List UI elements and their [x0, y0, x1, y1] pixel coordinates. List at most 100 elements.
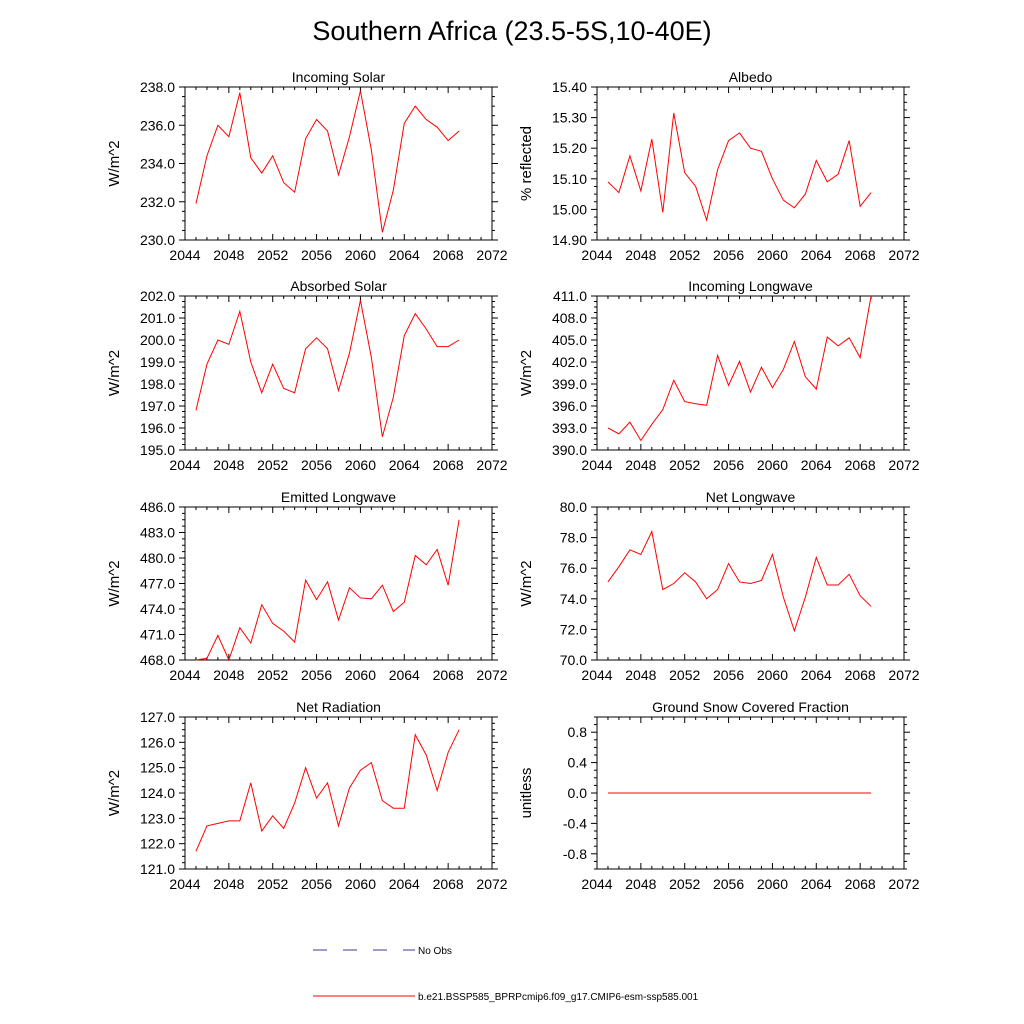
y-tick-label: 15.10: [552, 171, 587, 187]
x-tick-label: 2056: [301, 457, 332, 473]
y-tick-label: 15.20: [552, 140, 587, 156]
series-line: [607, 295, 872, 442]
y-tick-label: 195.0: [140, 442, 175, 458]
x-tick-label: 2044: [169, 667, 200, 683]
y-tick-label: 201.0: [140, 310, 175, 326]
y-tick-label: 480.0: [140, 550, 175, 566]
y-tick-label: 15.40: [552, 79, 587, 95]
y-tick-label: 70.0: [560, 652, 587, 668]
x-tick-label: 2064: [389, 247, 420, 263]
panel-title: Net Radiation: [296, 699, 381, 715]
y-tick-label: 474.0: [140, 601, 175, 617]
plot-frame: [184, 86, 493, 241]
x-tick-label: 2048: [625, 457, 656, 473]
x-tick-label: 2072: [476, 876, 507, 892]
x-tick-label: 2072: [476, 247, 507, 263]
x-tick-label: 2052: [669, 667, 700, 683]
panel-title: Ground Snow Covered Fraction: [652, 699, 849, 715]
x-tick-label: 2072: [476, 457, 507, 473]
x-tick-label: 2060: [757, 457, 788, 473]
y-tick-label: 196.0: [140, 420, 175, 436]
y-tick-label: 80.0: [560, 499, 587, 515]
y-axis-label: W/m^2: [106, 140, 123, 186]
y-tick-label: 238.0: [140, 79, 175, 95]
y-tick-label: -0.4: [563, 815, 587, 831]
y-tick-label: 393.0: [552, 420, 587, 436]
panel-title: Incoming Solar: [292, 69, 386, 85]
y-tick-label: 405.0: [552, 332, 587, 348]
x-tick-label: 2048: [625, 247, 656, 263]
panel-title: Absorbed Solar: [290, 278, 387, 294]
series-line: [195, 300, 460, 437]
y-tick-label: 125.0: [140, 760, 175, 776]
x-tick-label: 2068: [845, 247, 876, 263]
x-tick-label: 2056: [301, 247, 332, 263]
y-tick-label: 411.0: [553, 288, 587, 304]
series-line: [195, 90, 460, 233]
y-tick-label: 483.0: [140, 525, 175, 541]
plot-frame: [184, 295, 493, 451]
y-tick-label: 74.0: [560, 591, 587, 607]
x-tick-label: 2048: [625, 876, 656, 892]
y-tick-label: 402.0: [552, 354, 587, 370]
x-tick-label: 2064: [801, 247, 832, 263]
x-tick-label: 2072: [888, 876, 919, 892]
panel-emitted-longwave: 2044 2048 2052 2056 2060 2064 2068 2072 468.0 471…: [106, 489, 508, 683]
x-tick-label: 2052: [669, 876, 700, 892]
y-tick-label: 232.0: [140, 194, 175, 210]
x-tick-label: 2068: [845, 667, 876, 683]
figure-title: Southern Africa (23.5-5S,10-40E): [312, 16, 711, 46]
x-tick-label: 2064: [801, 876, 832, 892]
y-axis-label: % reflected: [518, 126, 535, 201]
y-axis-label: W/m^2: [106, 350, 123, 396]
x-tick-label: 2044: [169, 876, 200, 892]
y-axis-label: W/m^2: [518, 350, 535, 396]
x-tick-label: 2064: [801, 667, 832, 683]
x-tick-label: 2068: [433, 667, 464, 683]
x-tick-label: 2064: [801, 457, 832, 473]
x-tick-label: 2044: [169, 247, 200, 263]
y-tick-label: 236.0: [140, 117, 175, 133]
x-tick-label: 2052: [257, 876, 288, 892]
y-tick-label: 0.4: [568, 755, 588, 771]
y-tick-label: 15.00: [552, 201, 587, 217]
x-tick-label: 2068: [845, 876, 876, 892]
y-tick-label: 124.0: [140, 785, 175, 801]
y-tick-label: 468.0: [140, 652, 175, 668]
panel-title: Net Longwave: [706, 489, 796, 505]
x-tick-label: 2048: [213, 876, 244, 892]
panel-albedo: 2044 2048 2052 2056 2060 2064 2068 2072 14.90 15.…: [518, 69, 920, 263]
y-axis-label: W/m^2: [106, 560, 123, 606]
x-tick-label: 2056: [713, 667, 744, 683]
x-tick-label: 2056: [301, 876, 332, 892]
y-tick-label: 121.0: [140, 861, 175, 877]
x-tick-label: 2048: [213, 247, 244, 263]
y-tick-label: 72.0: [560, 621, 587, 637]
x-tick-label: 2052: [257, 457, 288, 473]
y-tick-label: 486.0: [140, 499, 175, 515]
x-tick-label: 2056: [713, 247, 744, 263]
x-tick-label: 2068: [433, 876, 464, 892]
x-tick-label: 2060: [757, 247, 788, 263]
y-tick-label: 78.0: [560, 530, 587, 546]
plot-frame: [596, 86, 905, 241]
panel-title: Albedo: [729, 69, 773, 85]
y-tick-label: -0.8: [563, 846, 587, 862]
x-tick-label: 2060: [345, 667, 376, 683]
y-tick-label: 396.0: [552, 398, 587, 414]
x-tick-label: 2044: [581, 247, 612, 263]
y-tick-label: 234.0: [140, 156, 175, 172]
y-tick-label: 199.0: [140, 354, 175, 370]
plot-frame: [184, 716, 493, 870]
plot-frame: [184, 506, 493, 661]
x-tick-label: 2056: [713, 457, 744, 473]
y-tick-label: 126.0: [140, 734, 175, 750]
y-axis-label: unitless: [518, 768, 535, 819]
y-axis-label: W/m^2: [106, 770, 123, 816]
y-tick-label: 122.0: [140, 836, 175, 852]
x-tick-label: 2064: [389, 667, 420, 683]
series-line: [607, 112, 872, 223]
series-line: [195, 519, 460, 662]
y-tick-label: 399.0: [552, 376, 587, 392]
y-tick-label: 76.0: [560, 560, 587, 576]
